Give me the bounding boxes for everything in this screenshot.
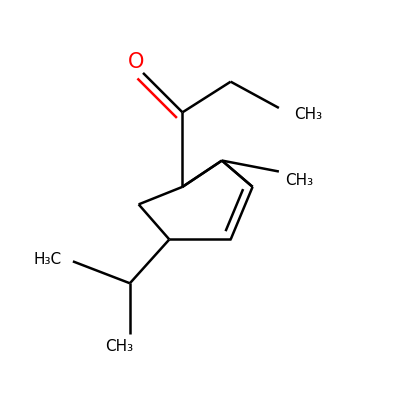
Text: CH₃: CH₃ [286, 173, 314, 188]
Text: CH₃: CH₃ [294, 107, 322, 122]
Text: O: O [128, 52, 145, 72]
Text: CH₃: CH₃ [105, 339, 133, 354]
Text: H₃C: H₃C [34, 252, 62, 267]
